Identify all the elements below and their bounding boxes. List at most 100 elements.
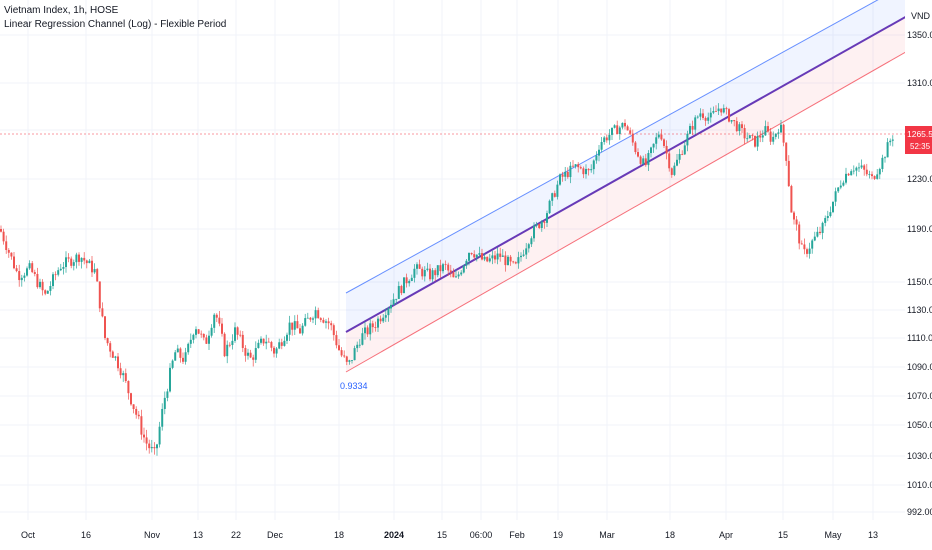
- candle: [208, 330, 210, 350]
- candle: [673, 162, 676, 177]
- candle: [629, 127, 632, 136]
- candle: [821, 221, 824, 240]
- y-tick-label: 1090.00: [907, 362, 932, 372]
- candle: [439, 259, 442, 278]
- candle: [884, 156, 886, 163]
- candle: [353, 345, 356, 361]
- candle: [366, 325, 369, 338]
- candle: [85, 259, 88, 269]
- candle: [345, 355, 348, 366]
- y-tick-label: 1230.00: [907, 174, 932, 184]
- candle: [330, 320, 333, 331]
- candle: [41, 279, 44, 296]
- candle: [338, 338, 340, 351]
- candle: [850, 169, 853, 176]
- candle: [33, 269, 36, 277]
- indicator-title[interactable]: Linear Regression Channel (Log) - Flexib…: [4, 19, 227, 30]
- candle: [600, 136, 603, 153]
- candle: [852, 165, 855, 175]
- candlestick-series: [0, 103, 894, 456]
- candle: [720, 108, 723, 116]
- candle: [533, 222, 535, 242]
- x-axis: Oct 16 Nov 13 22 Dec 18 2024 15 06:00 Feb 19 Mar 18 Ap…: [0, 520, 932, 550]
- candle: [137, 410, 140, 420]
- candle: [364, 321, 366, 340]
- chart-legend: Vietnam Index, 1h, HOSE Linear Regressio…: [4, 4, 226, 32]
- candle: [200, 330, 203, 338]
- candle: [793, 210, 795, 225]
- symbol-title[interactable]: Vietnam Index, 1h, HOSE: [4, 5, 119, 16]
- candle: [837, 187, 840, 194]
- candle: [150, 439, 153, 453]
- channel-label: 0.9334: [340, 381, 368, 391]
- candle: [863, 164, 866, 176]
- candle: [286, 332, 288, 344]
- candle: [834, 187, 837, 207]
- candle: [156, 443, 158, 456]
- candle: [512, 260, 515, 264]
- candle: [595, 151, 598, 164]
- candle: [169, 363, 171, 393]
- candle: [377, 316, 379, 333]
- candle: [392, 293, 395, 306]
- candle: [340, 347, 343, 358]
- y-tick-label: 1030.00: [907, 451, 932, 461]
- candle: [49, 281, 52, 296]
- y-axis: 992.00 1010.00 1030.00 1050.00 1070.00 1090.0…: [905, 0, 932, 520]
- candle: [637, 148, 639, 158]
- candle: [590, 164, 593, 173]
- upper-channel-line: [345, 0, 879, 294]
- candle: [306, 312, 309, 319]
- candle: [218, 311, 221, 327]
- candle: [865, 163, 868, 177]
- candle: [842, 180, 845, 187]
- candle: [785, 142, 788, 166]
- candle: [384, 308, 387, 323]
- candle: [806, 247, 808, 258]
- candle: [468, 252, 470, 266]
- candle: [676, 154, 678, 167]
- candle: [813, 231, 816, 242]
- candle: [481, 248, 483, 261]
- candle: [153, 442, 156, 455]
- candle: [119, 362, 122, 379]
- candle: [803, 238, 806, 255]
- candle: [236, 326, 239, 340]
- candle: [847, 172, 850, 176]
- candle: [275, 346, 278, 358]
- candle: [754, 135, 756, 148]
- candle: [891, 135, 894, 147]
- candle: [551, 192, 554, 206]
- candle: [83, 252, 86, 265]
- candle: [689, 123, 691, 135]
- currency-label: VND: [911, 11, 931, 21]
- candle: [634, 140, 637, 155]
- x-tick-label: 22: [231, 530, 241, 540]
- regression-channel: [345, 0, 932, 373]
- x-tick-label: Mar: [599, 530, 615, 540]
- candle: [67, 253, 70, 263]
- candle: [873, 175, 876, 181]
- candle: [52, 272, 54, 290]
- candle: [327, 317, 330, 330]
- candle: [104, 315, 106, 341]
- candle: [826, 210, 829, 222]
- candle: [491, 250, 494, 265]
- candle: [525, 242, 528, 260]
- candle: [712, 106, 715, 115]
- candle: [811, 238, 814, 254]
- candle: [429, 264, 431, 282]
- candle: [382, 314, 385, 323]
- candle: [114, 355, 117, 361]
- candle: [148, 439, 151, 454]
- candle: [553, 190, 556, 198]
- candle: [488, 254, 491, 263]
- candle: [520, 252, 522, 262]
- candle: [106, 337, 109, 346]
- candle: [260, 336, 262, 345]
- candle: [410, 274, 413, 282]
- candle: [756, 131, 759, 151]
- candle: [787, 155, 790, 187]
- candle: [444, 260, 447, 271]
